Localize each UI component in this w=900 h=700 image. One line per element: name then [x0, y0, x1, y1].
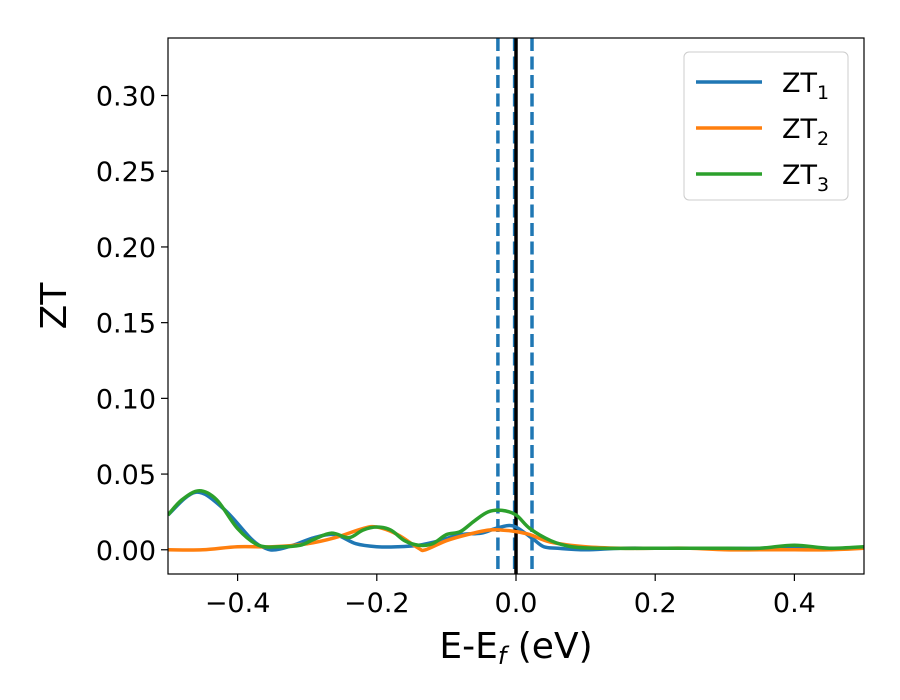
legend-label: ZT1	[782, 68, 829, 104]
legend-label-subscript: 3	[817, 174, 829, 196]
x-tick-label: 0.2	[634, 588, 677, 619]
legend-label-subscript: 2	[817, 128, 829, 150]
y-tick-label: 0.10	[96, 384, 156, 415]
series-lines	[168, 488, 864, 553]
x-axis-label: E-Ef (eV)	[439, 626, 592, 670]
legend-label-main: ZT	[782, 114, 817, 145]
y-tick-label: 0.15	[96, 309, 156, 340]
x-axis-ticks: −0.4 −0.2 0.0 0.2 0.4	[205, 574, 816, 619]
y-tick-label: 0.00	[96, 536, 156, 567]
legend-label-main: ZT	[782, 160, 817, 191]
x-tick-label: −0.2	[344, 588, 410, 619]
y-tick-label: 0.05	[96, 460, 156, 491]
y-tick-label: 0.25	[96, 157, 156, 188]
x-tick-label: −0.4	[205, 588, 271, 619]
series-line-zt3	[168, 488, 864, 551]
x-axis-label-unit: (eV)	[506, 626, 592, 667]
legend-box	[683, 51, 849, 201]
x-tick-label: 0.4	[773, 588, 816, 619]
reference-lines	[496, 38, 534, 574]
legend-label: ZT2	[782, 114, 829, 150]
legend-label-main: ZT	[782, 68, 817, 99]
legend-label-subscript: 1	[817, 82, 829, 104]
y-tick-label: 0.20	[96, 233, 156, 264]
y-axis-label: ZT	[34, 282, 75, 330]
y-tick-label: 0.30	[96, 82, 156, 113]
y-axis-ticks: 0.00 0.05 0.10 0.15 0.20 0.25 0.30	[96, 82, 168, 567]
x-tick-label: 0.0	[495, 588, 538, 619]
legend-label: ZT3	[782, 160, 829, 196]
x-axis-label-main: E-E	[439, 626, 497, 667]
